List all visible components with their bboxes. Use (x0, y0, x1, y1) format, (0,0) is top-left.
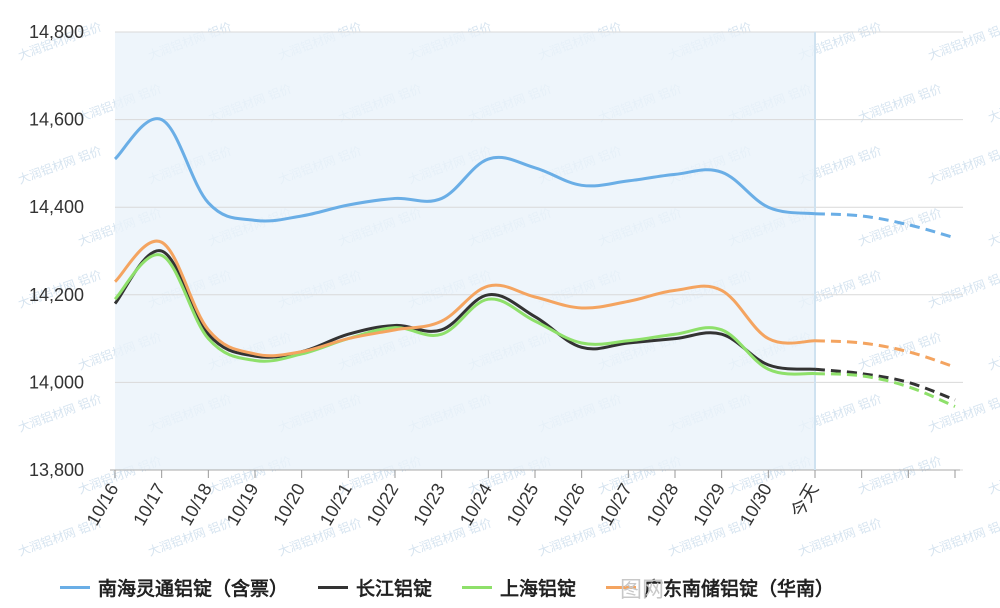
watermark-text: 大润铝材网 铝价 (986, 329, 1000, 373)
series-forecast-line-3 (814, 339, 956, 369)
series-lines (113, 117, 956, 408)
series-forecast-line-1 (814, 367, 956, 402)
legend-label: 广东南储铝锭（华南） (644, 577, 835, 600)
footer-watermark: 图网 (620, 578, 665, 603)
legend-label: 上海铝锭 (500, 577, 577, 600)
series-forecast-line-2 (814, 372, 956, 408)
grid-lines (115, 31, 963, 471)
x-tick-label: 10/28 (643, 480, 683, 529)
watermark-text: 大润铝材网 铝价 (926, 515, 1000, 559)
legend-label: 长江铝锭 (356, 577, 433, 600)
legend-item-1[interactable]: 长江铝锭 (318, 574, 432, 601)
y-tick-label: 13,800 (29, 460, 84, 480)
x-tick-label: 10/29 (689, 480, 729, 529)
y-tick-label: 14,200 (29, 285, 84, 305)
series-line-2 (113, 253, 816, 376)
x-tick-label: 10/20 (269, 480, 309, 529)
series-line-3 (113, 239, 816, 358)
x-tick-label: 10/23 (409, 480, 449, 529)
legend-item-2[interactable]: 上海铝锭 (462, 574, 576, 601)
watermark-text: 大润铝材网 铝价 (926, 391, 1000, 435)
history-highlight-region (115, 32, 815, 470)
legend: 南海灵通铝锭（含票） 长江铝锭 上海铝锭 广东南储铝锭（华南） (60, 574, 834, 600)
watermark-text: 大润铝材网 铝价 (986, 81, 1000, 125)
watermark-text: 大润铝材网 铝价 (796, 515, 884, 559)
watermark-text: 大润铝材网 铝价 (16, 143, 104, 187)
legend-swatch (60, 585, 90, 589)
watermark-text: 大润铝材网 铝价 (986, 205, 1000, 249)
watermark-text: 大润铝材网 铝价 (856, 205, 944, 249)
watermark-text: 大润铝材网 铝价 (926, 267, 1000, 311)
series-line-0 (113, 117, 816, 223)
series-line-1 (113, 249, 816, 371)
legend-label: 南海灵通铝锭（含票） (98, 577, 289, 600)
watermark-text: 大润铝材网 铝价 (856, 81, 944, 125)
y-tick-label: 14,800 (29, 22, 84, 42)
x-tick-label: 今天 (787, 480, 822, 521)
watermark-text: 大润铝材网 铝价 (926, 19, 1000, 63)
y-tick-label: 14,600 (29, 110, 84, 130)
legend-item-3[interactable]: 广东南储铝锭（华南） (606, 574, 834, 601)
legend-item-0[interactable]: 南海灵通铝锭（含票） (60, 574, 288, 601)
x-tick-label: 10/22 (363, 480, 403, 529)
series-forecast-line-0 (814, 212, 956, 240)
x-tick-label: 10/26 (549, 480, 589, 529)
legend-swatch (318, 585, 349, 589)
legend-swatch (606, 585, 637, 589)
y-tick-label: 14,000 (29, 372, 84, 392)
x-tick-label: 10/25 (503, 480, 543, 529)
watermark-text: 大润铝材网 铝价 (926, 143, 1000, 187)
y-tick-label: 14,400 (29, 197, 84, 217)
legend-swatch (462, 585, 493, 589)
watermark-text: 大润铝材网 铝价 (856, 453, 944, 497)
watermark-text: 大润铝材网 铝价 (986, 453, 1000, 497)
x-tick-label: 10/17 (129, 480, 169, 529)
y-axis-ticks: 13,800 14,000 14,200 14,400 14,600 14,800 (29, 22, 84, 480)
watermark-text: 大润铝材网 铝价 (16, 391, 104, 435)
